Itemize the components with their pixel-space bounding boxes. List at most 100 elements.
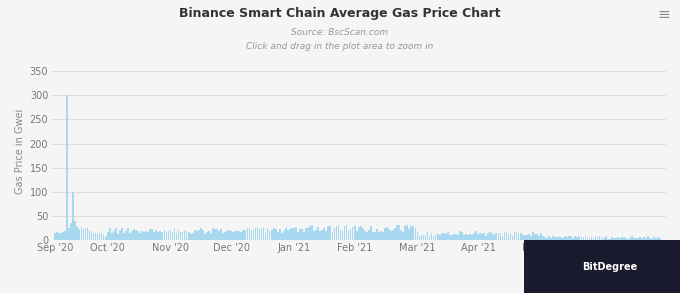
Bar	[218, 231, 220, 240]
Bar	[577, 237, 578, 240]
Bar	[80, 227, 82, 240]
Bar	[398, 225, 400, 240]
Bar	[653, 236, 655, 240]
Bar	[384, 228, 386, 240]
Bar	[407, 225, 408, 240]
Bar	[309, 226, 311, 240]
Bar	[262, 227, 265, 240]
Bar	[320, 231, 321, 240]
Bar	[305, 228, 307, 240]
Bar	[382, 232, 384, 240]
Bar	[316, 230, 317, 240]
Bar	[475, 231, 477, 240]
Bar	[324, 228, 325, 240]
Bar	[465, 234, 467, 240]
Bar	[54, 233, 56, 240]
Bar	[486, 236, 487, 240]
Bar	[198, 230, 200, 240]
Bar	[538, 236, 540, 240]
Bar	[354, 226, 356, 240]
Bar	[275, 229, 277, 240]
Bar	[159, 231, 161, 240]
Bar	[281, 233, 283, 240]
Bar	[154, 232, 155, 240]
Bar	[295, 226, 296, 240]
Bar	[141, 231, 143, 240]
Bar	[358, 227, 360, 240]
Bar	[394, 228, 396, 240]
Bar	[513, 232, 515, 240]
Bar	[343, 226, 345, 240]
Bar	[204, 234, 206, 240]
Bar	[72, 192, 74, 240]
Bar	[210, 233, 211, 240]
Bar	[532, 232, 534, 240]
Bar	[534, 234, 536, 240]
Bar	[441, 234, 443, 240]
Bar	[649, 238, 651, 240]
Bar	[113, 231, 115, 240]
Bar	[621, 237, 623, 240]
Text: ≡: ≡	[657, 7, 670, 22]
Bar	[247, 228, 248, 240]
Bar	[248, 228, 250, 240]
Bar	[583, 237, 584, 240]
Bar	[347, 231, 350, 240]
Bar	[455, 234, 457, 240]
Bar	[639, 237, 641, 240]
Bar	[530, 236, 532, 240]
Bar	[350, 229, 352, 240]
Bar	[212, 228, 214, 240]
Bar	[129, 233, 131, 240]
Bar	[463, 235, 465, 240]
Bar	[208, 231, 209, 240]
Bar	[633, 238, 635, 240]
Bar	[239, 231, 240, 240]
Bar	[500, 233, 501, 240]
Bar	[311, 225, 313, 240]
Bar	[625, 238, 627, 240]
Bar	[528, 234, 530, 240]
Bar	[611, 237, 613, 240]
Bar	[374, 232, 376, 240]
Bar	[97, 233, 99, 240]
Bar	[573, 238, 574, 240]
Bar	[647, 236, 649, 240]
Bar	[165, 232, 167, 240]
Bar	[600, 236, 602, 240]
Bar	[335, 226, 337, 240]
Bar	[167, 231, 169, 240]
Bar	[496, 233, 497, 240]
Bar	[498, 233, 499, 240]
Bar	[260, 228, 262, 240]
Bar	[71, 223, 72, 240]
Bar	[641, 239, 643, 240]
Bar	[571, 236, 572, 240]
Bar	[322, 230, 323, 240]
Bar	[186, 231, 188, 240]
Bar	[78, 229, 80, 240]
Bar	[123, 233, 124, 240]
Bar	[585, 236, 586, 240]
Bar	[337, 225, 339, 240]
Bar	[526, 235, 528, 240]
Bar	[158, 232, 159, 240]
Bar	[133, 229, 135, 240]
Bar	[598, 236, 600, 240]
Bar	[645, 239, 647, 240]
Bar	[558, 237, 560, 240]
Bar	[380, 231, 382, 240]
Bar	[432, 236, 435, 240]
Bar	[656, 238, 657, 240]
Bar	[69, 228, 70, 240]
Bar	[156, 230, 157, 240]
Bar	[58, 233, 60, 240]
Bar	[488, 233, 489, 240]
Bar	[508, 234, 509, 240]
Bar	[279, 229, 281, 240]
Bar	[658, 237, 659, 240]
Bar	[206, 232, 207, 240]
Bar	[267, 228, 269, 240]
Bar	[562, 238, 564, 240]
Bar	[161, 232, 163, 240]
